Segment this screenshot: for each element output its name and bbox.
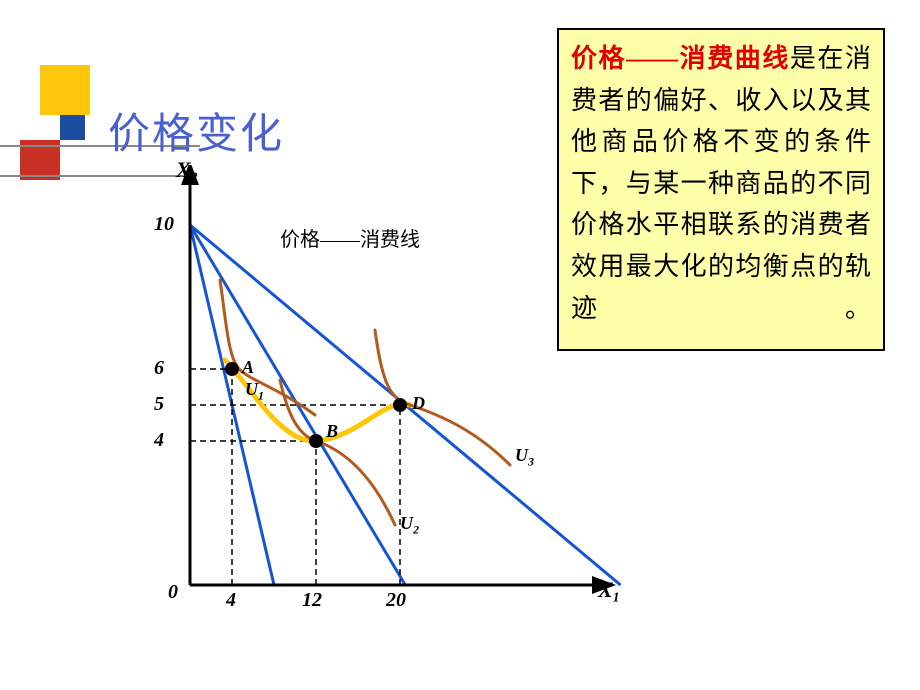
point-label-B: B — [326, 421, 338, 442]
y-tick-6: 6 — [154, 357, 164, 380]
x-tick-4: 4 — [226, 589, 236, 612]
price-consumption-chart: X₂X₁04561041220ABDU1U2U3价格——消费线 — [130, 165, 630, 625]
u2-label: U2 — [400, 513, 419, 538]
u1-label: U1 — [245, 379, 264, 404]
y-axis-label: X₂ — [176, 157, 198, 183]
decor-square-blue — [60, 115, 85, 140]
origin-label: 0 — [168, 581, 178, 604]
y-tick-10: 10 — [154, 213, 174, 236]
y-tick-4: 4 — [154, 429, 164, 452]
x-tick-12: 12 — [302, 589, 322, 612]
point-label-D: D — [412, 393, 425, 414]
y-tick-5: 5 — [154, 393, 164, 416]
decor-square-yellow — [40, 65, 90, 115]
point-label-A: A — [242, 357, 254, 378]
x-tick-20: 20 — [386, 589, 406, 612]
x-axis-label: X₁ — [598, 577, 620, 603]
pcc-label: 价格——消费线 — [280, 223, 420, 252]
highlight-term: 价格——消费曲线 — [571, 44, 790, 73]
u3-label: U3 — [515, 445, 534, 470]
slide-title: 价格变化 — [108, 100, 284, 161]
